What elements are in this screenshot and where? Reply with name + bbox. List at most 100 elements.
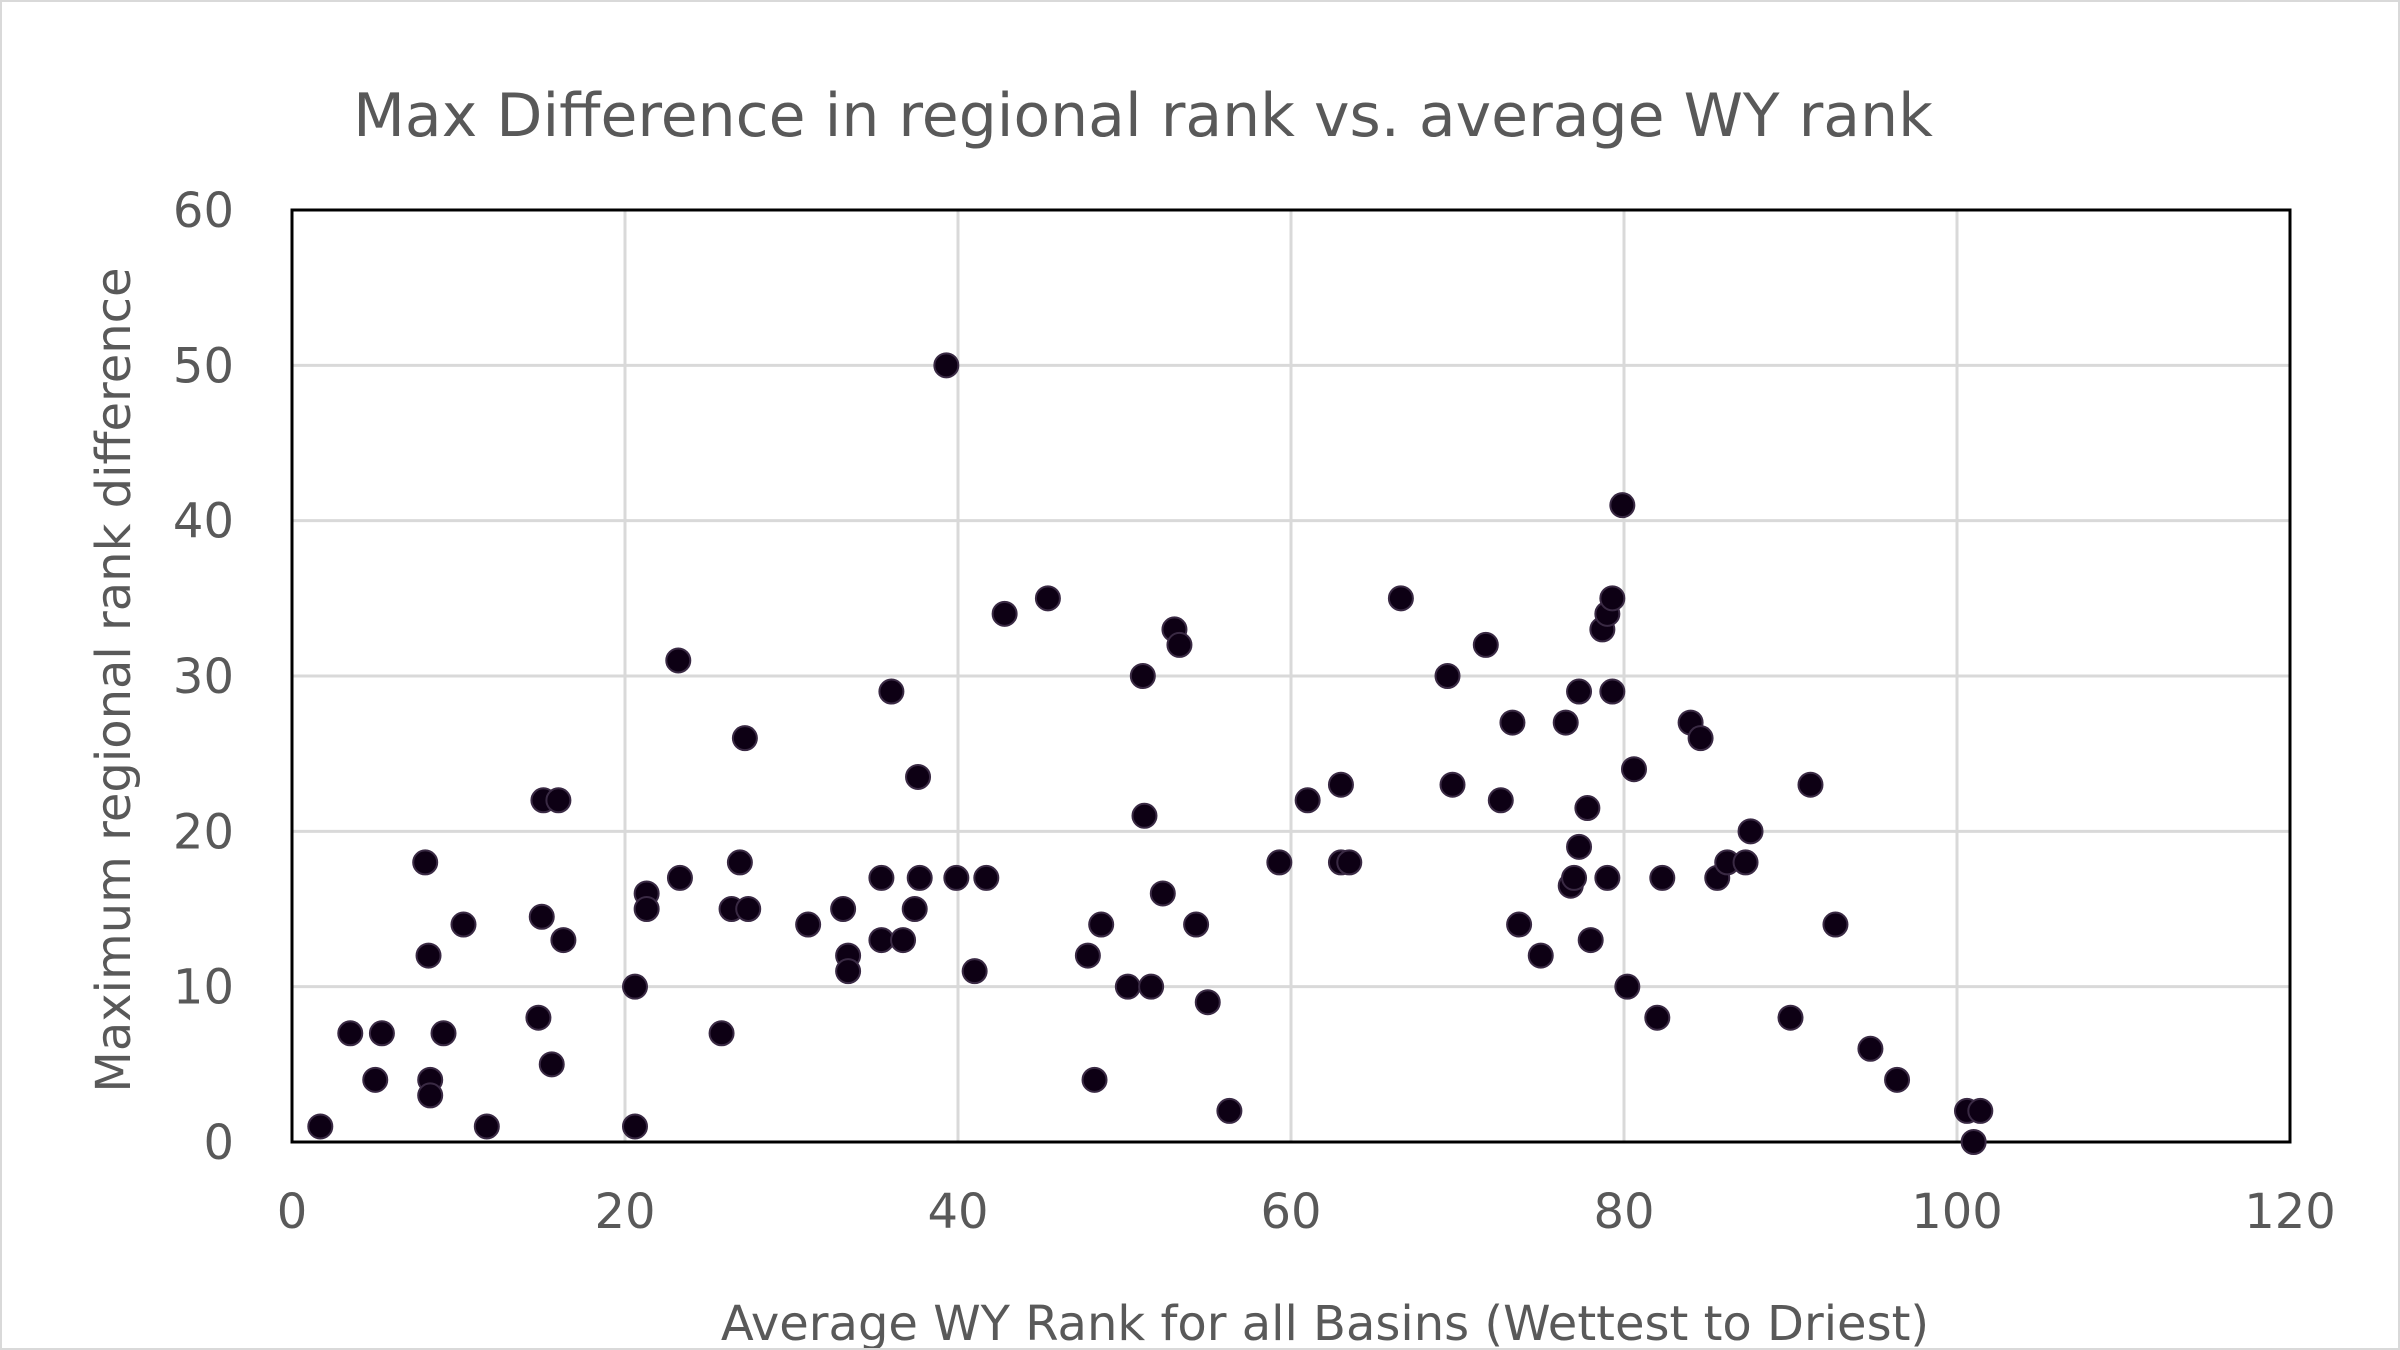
plot-border: [290, 208, 2292, 1144]
scatter-point: [1439, 771, 1466, 798]
scatter-point: [417, 1082, 444, 1109]
scatter-point: [1131, 802, 1158, 829]
scatter-point: [1574, 795, 1601, 822]
scatter-point: [868, 864, 895, 891]
scatter-point: [1081, 1066, 1108, 1093]
y-tick-label: 60: [173, 183, 234, 239]
scatter-point: [1183, 911, 1210, 938]
scatter-point: [1527, 942, 1554, 969]
scatter-point: [528, 903, 555, 930]
scatter-point: [1138, 973, 1165, 1000]
data-points: [307, 352, 1994, 1155]
scatter-point: [1088, 911, 1115, 938]
x-axis-title: Average WY Rank for all Basins (Wettest …: [721, 1296, 1929, 1348]
x-tick-label: 120: [2244, 1184, 2336, 1240]
scatter-point: [933, 352, 960, 379]
scatter-point: [1797, 771, 1824, 798]
scatter-point: [1552, 709, 1579, 736]
scatter-point: [1472, 631, 1499, 658]
x-tick-label: 60: [1260, 1184, 1321, 1240]
scatter-point: [1566, 833, 1593, 860]
scatter-point: [1960, 1129, 1987, 1155]
scatter-point: [1266, 849, 1293, 876]
x-tick-label: 20: [594, 1184, 655, 1240]
scatter-point: [1294, 787, 1321, 814]
scatter-point: [525, 1004, 552, 1031]
scatter-point: [1649, 864, 1676, 891]
scatter-point: [1737, 818, 1764, 845]
scatter-point: [735, 896, 762, 922]
scatter-point: [1216, 1097, 1243, 1124]
scatter-point: [901, 896, 928, 922]
scatter-point: [538, 1051, 565, 1078]
scatter-point: [1499, 709, 1526, 736]
scatter-point: [1732, 849, 1759, 876]
scatter-point: [731, 725, 758, 752]
scatter-point: [666, 864, 693, 891]
scatter-point: [621, 1113, 648, 1140]
scatter-point: [473, 1113, 500, 1140]
scatter-point: [1327, 771, 1354, 798]
scatter-point: [1566, 678, 1593, 705]
scatter-point: [1166, 631, 1193, 658]
chart-title: Max Difference in regional rank vs. aver…: [353, 81, 1933, 151]
scatter-point: [1599, 678, 1626, 705]
scatter-point: [1506, 911, 1533, 938]
scatter-point: [878, 678, 905, 705]
scatter-point: [991, 600, 1018, 627]
scatter-point: [362, 1066, 389, 1093]
scatter-point: [1034, 585, 1061, 612]
scatter-point: [906, 864, 933, 891]
scatter-point: [1114, 973, 1141, 1000]
scatter-point: [665, 647, 692, 674]
scatter-point: [973, 864, 1000, 891]
plot-border-rect: [290, 208, 2292, 1144]
scatter-point: [1777, 1004, 1804, 1031]
scatter-point: [1857, 1035, 1884, 1062]
scatter-point: [337, 1020, 364, 1047]
scatter-point: [708, 1020, 735, 1047]
scatter-point: [633, 896, 660, 922]
scatter-point: [621, 973, 648, 1000]
scatter-point: [550, 927, 577, 954]
scatter-point: [545, 787, 572, 814]
scatter-point: [1149, 880, 1176, 907]
scatter-point: [307, 1113, 334, 1140]
scatter-point: [1614, 973, 1641, 1000]
scatter-point: [412, 849, 439, 876]
scatter-point: [1594, 864, 1621, 891]
scatter-point: [1577, 927, 1604, 954]
scatter-point: [890, 927, 917, 954]
scatter-point: [1609, 492, 1636, 519]
y-axis-title: Maximum regional rank difference: [86, 267, 142, 1092]
scatter-point: [450, 911, 477, 938]
scatter-point: [1599, 585, 1626, 612]
x-tick-label: 40: [927, 1184, 988, 1240]
scatter-point: [835, 958, 862, 985]
gridlines: [292, 210, 2290, 1142]
scatter-point: [1336, 849, 1363, 876]
y-tick-label: 40: [173, 494, 234, 550]
scatter-point: [795, 911, 822, 938]
scatter-point: [943, 864, 970, 891]
scatter-point: [1620, 756, 1647, 783]
x-tick-label: 100: [1911, 1184, 2003, 1240]
x-axis-ticks: 0 20 40 60 80 100 120: [277, 1184, 2336, 1240]
scatter-point: [961, 958, 988, 985]
scatter-point: [415, 942, 442, 969]
scatter-point: [726, 849, 753, 876]
scatter-point: [1884, 1066, 1911, 1093]
scatter-point: [1967, 1097, 1994, 1124]
x-tick-label: 0: [277, 1184, 308, 1240]
scatter-point: [1822, 911, 1849, 938]
scatter-point: [1644, 1004, 1671, 1031]
y-tick-label: 30: [173, 649, 234, 705]
y-tick-label: 0: [203, 1115, 234, 1171]
scatter-point: [830, 896, 857, 922]
scatter-point: [905, 763, 932, 790]
y-axis-ticks: 0 10 20 30 40 50 60: [173, 183, 234, 1171]
scatter-point: [430, 1020, 457, 1047]
scatter-point: [868, 927, 895, 954]
